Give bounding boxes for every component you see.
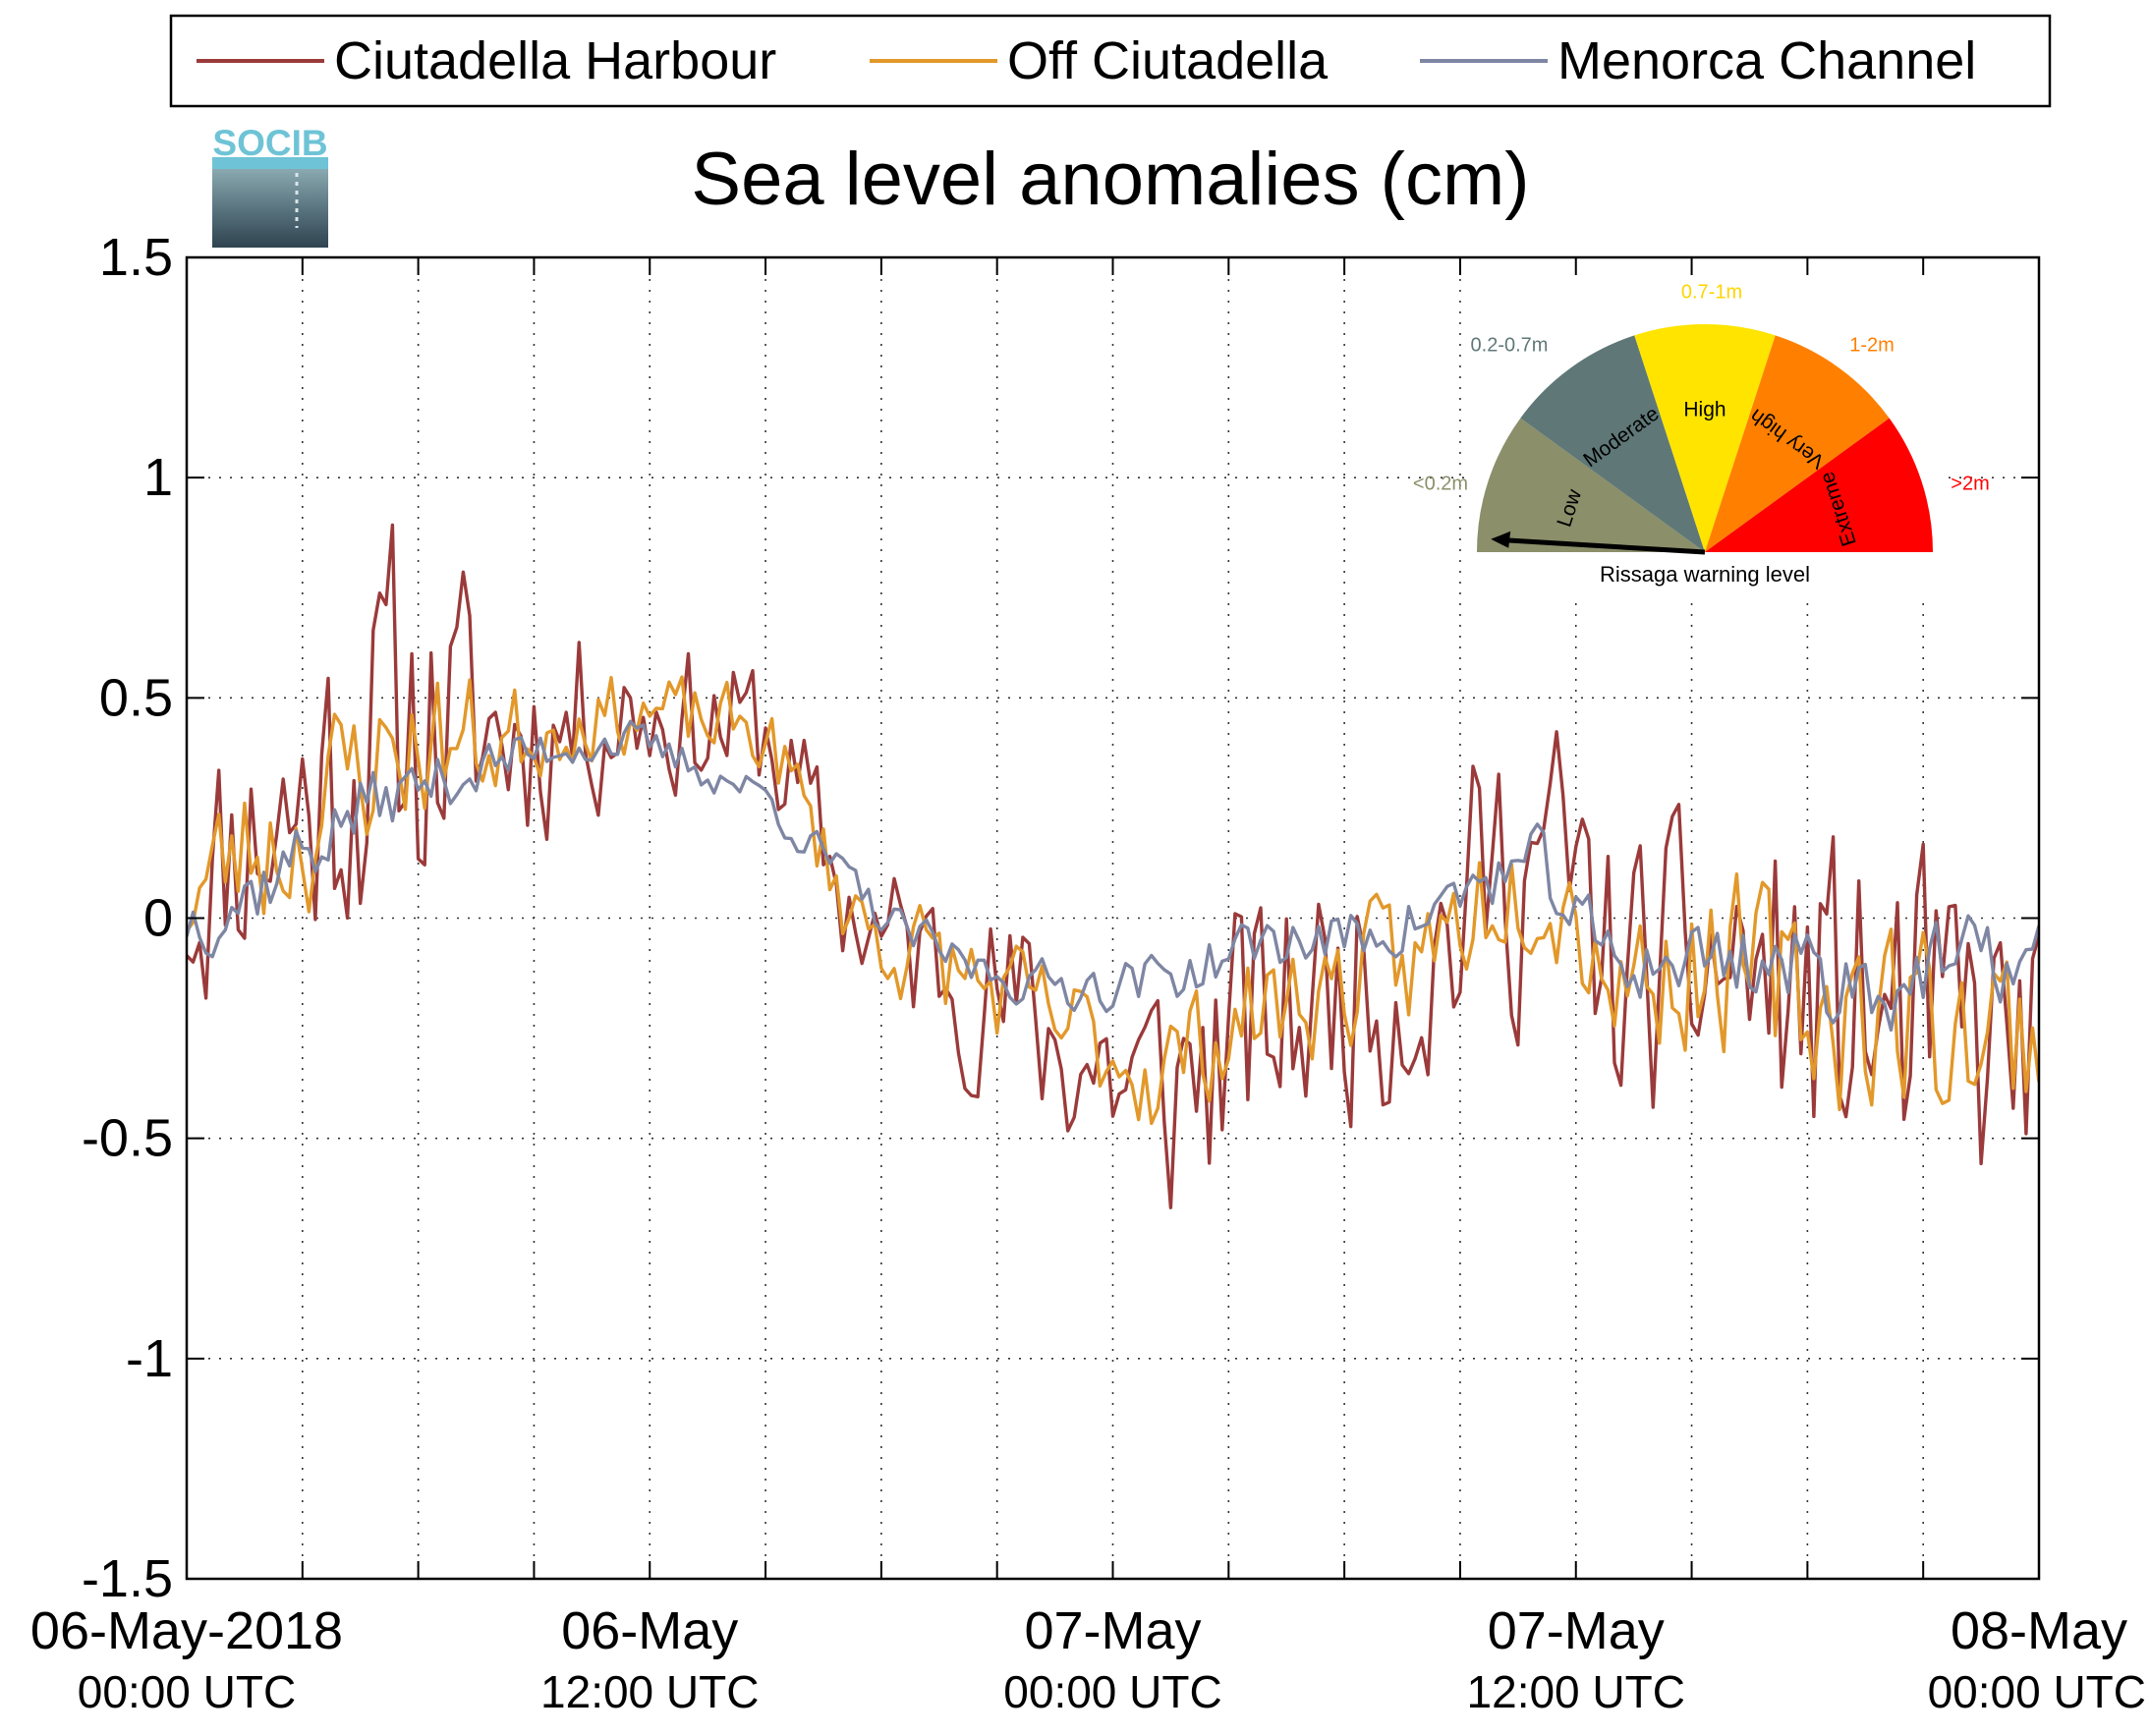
y-tick-label: -1 xyxy=(126,1329,173,1388)
gauge-range-label: 0.7-1m xyxy=(1681,281,1742,303)
y-tick-label: 0 xyxy=(143,889,173,948)
y-tick-label: 1 xyxy=(143,448,173,507)
series-line-off-ciutadella xyxy=(187,675,2039,1126)
legend: Ciutadella Harbour Off Ciutadella Menorc… xyxy=(169,14,2052,108)
x-tick-label-time: 00:00 UTC xyxy=(1928,1666,2146,1717)
x-tick-label-date: 06-May-2018 xyxy=(30,1601,343,1660)
plot-frame xyxy=(185,255,2041,1581)
gauge-segment-moderate xyxy=(1520,335,1705,552)
y-axis-tick-labels: 1.5 1 0.5 0 -0.5 -1 -1.5 xyxy=(82,228,173,1608)
x-axis-tick-labels: 06-May-2018 00:00 UTC 06-May 12:00 UTC 07-Ma… xyxy=(30,1601,2146,1717)
x-tick-label-time: 00:00 UTC xyxy=(78,1666,296,1717)
x-tick-label-time: 00:00 UTC xyxy=(1003,1666,1221,1717)
gauge-range-label: <0.2m xyxy=(1413,473,1468,494)
series-line-menorca-channel xyxy=(187,719,2039,1033)
gauge-segment-low xyxy=(1477,418,1705,552)
x-tick-label-time: 12:00 UTC xyxy=(540,1666,759,1717)
series-line-ciutadella-harbour xyxy=(187,523,2039,1209)
x-tick-label-date: 06-May xyxy=(561,1601,738,1660)
legend-label-off-ciutadella: Off Ciutadella xyxy=(1007,31,1329,90)
socib-logo-band xyxy=(212,157,328,169)
gauge-range-label: >2m xyxy=(1951,473,1989,494)
x-tick-label-date: 07-May xyxy=(1024,1601,1201,1660)
gauge-title: Rissaga warning level xyxy=(1600,562,1810,587)
gauge-range-label: 0.2-0.7m xyxy=(1471,334,1549,356)
series-viewport xyxy=(187,523,2039,1209)
y-tick-label: 1.5 xyxy=(99,228,173,287)
gauge-segment-very-high xyxy=(1705,335,1890,552)
series-layer xyxy=(187,523,2039,1209)
legend-box xyxy=(169,14,2052,108)
chart-title: Sea level anomalies (cm) xyxy=(691,138,1529,221)
x-tick-label-time: 12:00 UTC xyxy=(1467,1666,1685,1717)
gauge-segment-extreme xyxy=(1705,418,1933,552)
legend-label-menorca-channel: Menorca Channel xyxy=(1557,31,1976,90)
y-tick-label: 0.5 xyxy=(99,668,173,727)
socib-logo-text: SOCIB xyxy=(212,123,327,163)
y-tick-label: -1.5 xyxy=(82,1549,173,1608)
grid-lines xyxy=(187,257,2039,1579)
gauge-segment-high xyxy=(1634,324,1776,552)
y-tick-label: -0.5 xyxy=(82,1109,173,1168)
socib-logo: SOCIB xyxy=(212,123,328,248)
axis-ticks xyxy=(187,256,2039,1580)
gauge-segment-label: High xyxy=(1683,399,1726,421)
gauge-needle-arrowhead xyxy=(1491,531,1511,548)
socib-logo-block xyxy=(212,169,328,248)
x-tick-label-date: 07-May xyxy=(1488,1601,1665,1660)
gauge-needle xyxy=(1504,537,1706,555)
legend-label-ciutadella-harbour: Ciutadella Harbour xyxy=(334,31,776,90)
x-tick-label-date: 08-May xyxy=(1951,1601,2127,1660)
gauge-range-label: 1-2m xyxy=(1849,334,1895,356)
